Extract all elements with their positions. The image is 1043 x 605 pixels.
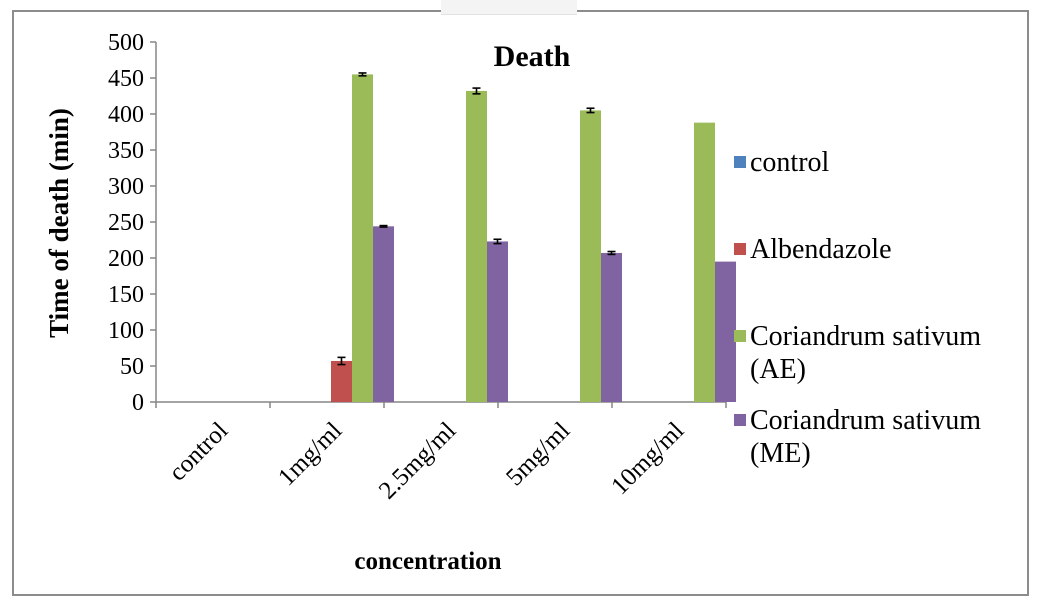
bars — [331, 72, 736, 403]
x-tick-label: 1mg/ml — [273, 417, 347, 491]
legend-swatch-albendazole — [734, 243, 746, 255]
legend-item-coriandrum-ae: Coriandrum sativum (AE) — [734, 320, 1020, 386]
y-axis-title: Time of death (min) — [44, 108, 74, 338]
bar — [487, 241, 508, 402]
bar — [715, 261, 736, 402]
y-tick-label: 150 — [108, 282, 144, 308]
x-axis-title: concentration — [354, 548, 501, 575]
bar — [466, 90, 487, 403]
legend-label-control: control — [750, 147, 830, 178]
chart-title: Death — [494, 40, 571, 73]
y-tick-label: 250 — [108, 210, 144, 236]
legend-swatch-coriandrum-me — [734, 414, 746, 426]
bar — [352, 74, 373, 403]
legend-swatch-coriandrum-ae — [734, 330, 746, 342]
y-tick-label: 100 — [108, 318, 144, 344]
bar — [694, 122, 715, 402]
y-tick-label: 400 — [108, 102, 144, 128]
axes — [150, 41, 727, 408]
y-tick-label: 350 — [108, 138, 144, 164]
legend-label-coriandrum-ae: Coriandrum sativum (AE) — [750, 321, 981, 385]
legend-swatch-control — [734, 156, 746, 168]
y-tick-label: 500 — [108, 30, 144, 56]
x-tick-label: 10mg/ml — [606, 417, 689, 500]
y-tick-label: 200 — [108, 246, 144, 272]
top-tab-decoration — [441, 0, 577, 15]
legend-item-control: control — [734, 146, 1020, 179]
y-tick-label: 0 — [132, 390, 144, 416]
bar — [373, 226, 394, 402]
x-tick-label: 2.5mg/ml — [374, 417, 461, 504]
legend-item-coriandrum-me: Coriandrum sativum (ME) — [734, 404, 1020, 470]
y-tick-label: 450 — [108, 66, 144, 92]
x-tick-label: 5mg/ml — [501, 417, 575, 491]
legend-label-coriandrum-me: Coriandrum sativum (ME) — [750, 405, 981, 469]
bar — [580, 110, 601, 403]
chart-frame — [12, 10, 1029, 596]
bar — [331, 360, 352, 402]
bar — [601, 252, 622, 402]
y-tick-label: 300 — [108, 174, 144, 200]
legend-item-albendazole: Albendazole — [734, 233, 1020, 266]
x-tick-label: control — [164, 417, 233, 486]
legend-label-albendazole: Albendazole — [750, 234, 892, 265]
y-tick-label: 50 — [120, 354, 144, 380]
